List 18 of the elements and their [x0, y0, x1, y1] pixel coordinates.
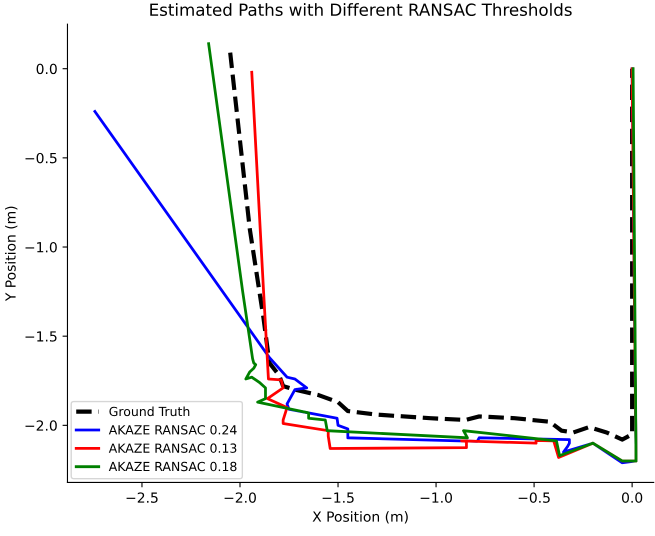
legend-label: AKAZE RANSAC 0.18: [108, 462, 236, 472]
x-tick-label: −2.5: [126, 492, 158, 503]
x-axis-title: X Position (m): [312, 511, 408, 524]
y-tick-label: −0.5: [25, 152, 57, 164]
legend-label: AKAZE RANSAC 0.24: [108, 425, 237, 435]
legend-label: Ground Truth: [109, 406, 190, 416]
x-tick-label: −0.5: [518, 492, 550, 503]
y-tick-label: 0.0: [36, 64, 57, 74]
y-axis-title: Y Position (m): [5, 206, 18, 302]
x-tick-label: −1.5: [322, 492, 354, 503]
x-tick-label: −2.0: [224, 492, 256, 503]
y-tick-label: −1.0: [25, 242, 57, 252]
x-tick-label: −1.0: [420, 492, 452, 503]
x-tick-label: 0.0: [622, 492, 642, 503]
y-tick-label: −2.0: [25, 420, 57, 431]
chart-title: Estimated Paths with Different RANSAC Thresholds: [150, 3, 572, 16]
y-tick-label: −1.5: [25, 331, 57, 342]
legend-label: AKAZE RANSAC 0.13: [108, 443, 236, 453]
